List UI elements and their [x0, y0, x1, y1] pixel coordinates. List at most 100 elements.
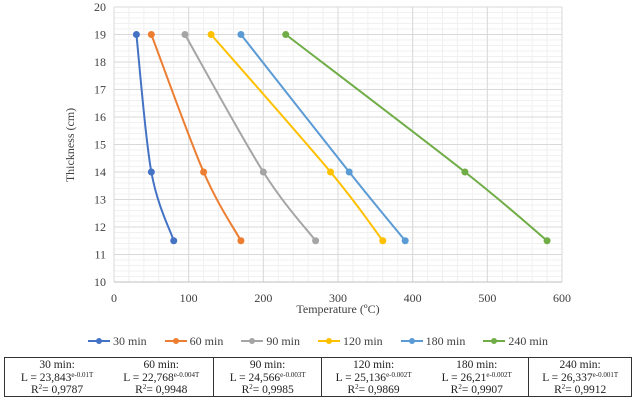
- equation-cell: 60 min: L = 22,768e-0.004T R2= 0,9948: [109, 358, 213, 396]
- equation-group: 240 min: L = 26,337e-0.001T R2= 0,9912: [529, 358, 631, 396]
- equation-series-label: 60 min:: [143, 359, 179, 371]
- legend-label: 90 min: [266, 333, 300, 348]
- legend-label: 60 min: [189, 333, 224, 348]
- r2-sup: 2: [355, 383, 359, 391]
- equation-cell: 90 min: L = 24,566e-0.003T R2= 0,9985: [214, 358, 321, 396]
- x-axis-label: Temperature (ºC): [296, 302, 379, 316]
- r2-value: = 0,9787: [42, 384, 84, 396]
- data-point: [147, 31, 155, 38]
- formula-exponent: e-0.01T: [71, 370, 94, 379]
- formula-base: L = 25,136: [335, 371, 387, 384]
- series-90-min: [181, 31, 320, 245]
- formula-base: L = 23,843: [20, 371, 72, 384]
- equation-formula: L = 23,843e-0.01T: [5, 370, 109, 385]
- data-point: [132, 31, 140, 38]
- equation-series-label: 180 min:: [456, 359, 498, 371]
- r2-label: R: [347, 384, 356, 396]
- legend-label: 180 min: [425, 333, 466, 348]
- data-point: [312, 237, 320, 245]
- series-180-min: [237, 31, 409, 245]
- formula-exponent: e-0.003T: [280, 370, 306, 379]
- legend: 30 min 60 min 90 min 120 min 180 min 240 min: [0, 332, 636, 350]
- r2-value: = 0,9985: [252, 384, 294, 396]
- formula-exponent: e-0.002T: [486, 370, 512, 379]
- data-point: [461, 168, 469, 176]
- r2-label: R: [241, 384, 250, 396]
- equation-cell: 120 min: L = 25,136e-0.002T R2= 0,9869: [322, 358, 425, 396]
- equation-series-label: 90 min:: [249, 359, 286, 371]
- equation-series-label: 120 min:: [352, 359, 395, 371]
- data-point: [237, 31, 245, 38]
- x-tick-label: 100: [180, 291, 198, 305]
- data-point: [259, 168, 267, 176]
- data-point: [543, 237, 551, 245]
- legend-item: 120 min: [318, 332, 383, 350]
- r2-sup: 2: [38, 383, 43, 391]
- equation-cell: 30 min: L = 23,843e-0.01T R2= 0,9787: [5, 358, 109, 396]
- y-tick-label: 10: [94, 275, 106, 289]
- r-squared: R2= 0,9985: [214, 384, 321, 397]
- equation-formula: L = 25,136e-0.002T: [322, 370, 425, 385]
- y-tick-label: 18: [94, 55, 106, 69]
- x-axis-ticks: 0 100 200 300 400 500 600: [111, 291, 571, 305]
- r2-sup: 2: [561, 383, 566, 391]
- r-squared: R2= 0,9787: [5, 384, 109, 397]
- equation-group: 30 min: L = 23,843e-0.01T R2= 0,9787 60 min…: [5, 358, 215, 396]
- series-60-min: [147, 31, 245, 245]
- r2-sup: 2: [249, 383, 253, 391]
- series-30-min: [132, 31, 178, 245]
- y-tick-label: 20: [94, 0, 106, 14]
- equation-formula: L = 22,768e-0.004T: [109, 371, 213, 385]
- data-point: [327, 168, 335, 176]
- legend-item: 180 min: [400, 332, 466, 350]
- equation-series-label: 30 min:: [39, 359, 75, 371]
- y-tick-label: 17: [94, 83, 106, 97]
- series-120-min: [207, 31, 387, 245]
- formula-base: L = 26,337: [542, 371, 593, 384]
- data-point: [207, 31, 215, 38]
- data-point: [401, 237, 409, 245]
- series-line: [135, 34, 175, 242]
- x-tick-label: 300: [329, 291, 347, 305]
- grid: [113, 6, 563, 283]
- y-tick-label: 13: [94, 193, 106, 207]
- r-squared: R2= 0,9948: [109, 384, 213, 397]
- y-tick-label: 14: [94, 165, 106, 179]
- r-squared: R2= 0,9912: [529, 384, 631, 397]
- x-tick-label: 400: [404, 291, 422, 305]
- data-point: [170, 237, 178, 245]
- r2-label: R: [450, 384, 459, 396]
- legend-marker-icon: [400, 336, 423, 346]
- equations-table: 30 min: L = 23,843e-0.01T R2= 0,9787 60 min…: [4, 357, 632, 397]
- equation-cell: 240 min: L = 26,337e-0.001T R2= 0,9912: [529, 358, 631, 396]
- legend-marker-icon: [483, 336, 506, 346]
- legend-label: 30 min: [112, 333, 147, 348]
- r2-value: = 0,9948: [146, 384, 188, 396]
- y-axis-label: Thickness (cm): [63, 108, 77, 182]
- equation-group: 90 min: L = 24,566e-0.003T R2= 0,9985: [214, 358, 322, 396]
- series-line: [240, 33, 406, 242]
- legend-item: 240 min: [483, 332, 548, 350]
- r-squared: R2= 0,9869: [322, 384, 425, 397]
- r2-sup: 2: [142, 383, 147, 391]
- r2-label: R: [31, 384, 39, 396]
- y-tick-label: 19: [94, 28, 106, 42]
- legend-item: 90 min: [241, 332, 300, 350]
- equation-series-label: 240 min:: [559, 359, 601, 371]
- x-tick-label: 200: [254, 291, 272, 305]
- legend-marker-icon: [87, 336, 110, 346]
- formula-exponent: e-0.002T: [386, 370, 412, 379]
- equation-formula: L = 26,337e-0.001T: [529, 370, 631, 385]
- legend-item: 60 min: [164, 332, 224, 350]
- formula-exponent: e-0.001T: [592, 370, 619, 379]
- r2-value: = 0,9869: [358, 384, 400, 396]
- data-point: [379, 237, 387, 245]
- data-point: [181, 31, 189, 38]
- r2-value: = 0,9907: [461, 384, 503, 396]
- r2-value: = 0,9912: [565, 384, 607, 396]
- data-point: [147, 168, 155, 176]
- r2-sup: 2: [458, 383, 462, 391]
- data-point: [237, 237, 245, 245]
- formula-base: L = 26,21: [441, 371, 487, 384]
- legend-label: 120 min: [343, 333, 383, 348]
